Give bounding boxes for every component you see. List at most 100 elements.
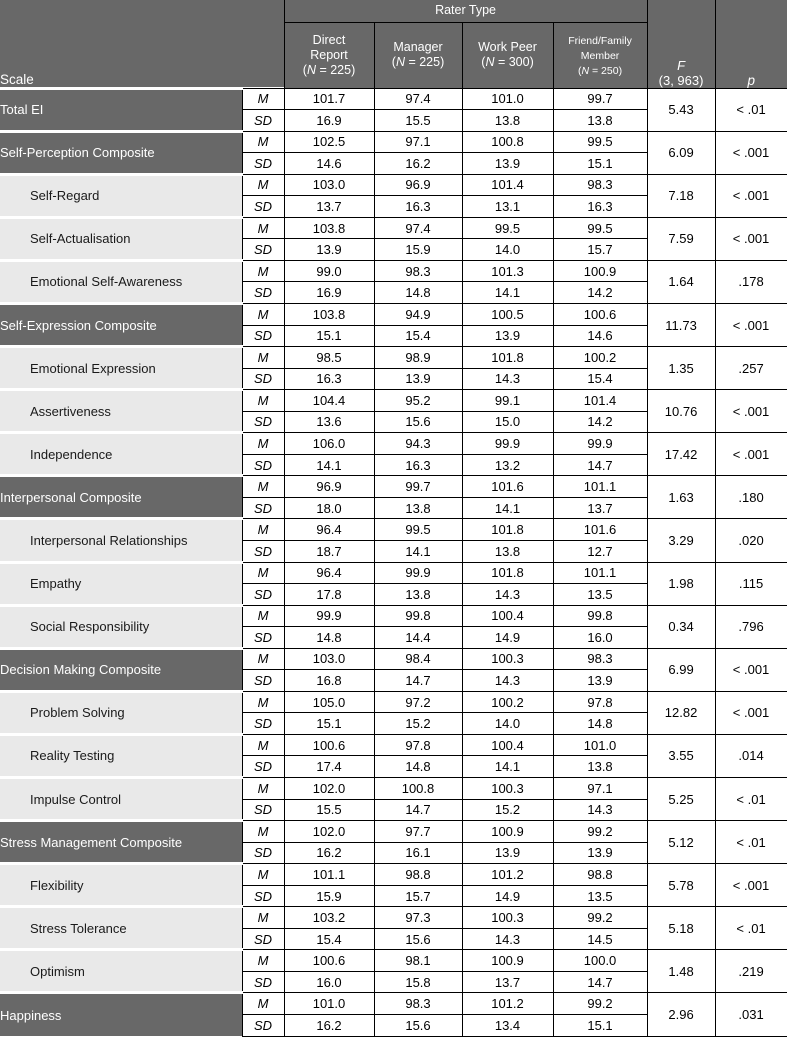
sd-value: 14.3 [461,367,554,391]
scale-row-sd: SD 15.1 15.2 14.0 14.8 [0,712,787,735]
mean-value: 99.5 [373,518,463,541]
mean-value: 94.3 [373,432,463,455]
scale-label: Self-Perception Composite [0,129,243,175]
p-value: < .01 [714,776,787,822]
stat-type-m: M [241,346,285,369]
rater-type-label: Rater Type [435,3,496,18]
f-value: 7.59 [646,216,716,261]
mean-value: 101.2 [461,863,554,886]
sd-value: 16.0 [283,970,375,994]
n-text: ( [391,55,396,69]
scale-row-m: Interpersonal Composite M 96.9 99.7 101.6 101… [0,474,787,520]
stat-type-m: M [241,432,285,455]
mean-value: 103.8 [283,302,375,326]
scale-row-sd: SD 15.4 15.6 14.3 14.5 [0,927,787,951]
p-value: .020 [714,518,787,563]
stat-type-sd: SD [241,927,285,951]
sd-value: 15.9 [373,238,463,261]
stat-type-sd: SD [241,1014,285,1037]
scale-label: Assertiveness [0,388,243,433]
rater-sample-size: (N = 300) [481,55,533,69]
scale-row-sd: SD 14.1 16.3 13.2 14.7 [0,453,787,477]
p-value: < .001 [714,216,787,261]
rater-name-line: Friend/Family [568,34,632,47]
p-value: .014 [714,733,787,779]
f-value: 5.12 [646,820,716,865]
mean-value: 98.8 [552,863,648,886]
scale-row-m: Self-Expression Composite M 103.8 94.9 100.5… [0,301,787,348]
mean-value: 97.1 [552,777,648,800]
sd-value: 16.2 [283,1014,375,1037]
sd-value: 18.7 [283,539,375,563]
mean-value: 97.4 [373,87,463,111]
stat-type-sd: SD [241,884,285,908]
scale-label: Reality Testing [0,732,243,778]
sd-value: 16.0 [552,626,648,649]
scale-row-sd: SD 16.9 14.8 14.1 14.2 [0,281,787,304]
scale-row-m: Self-Actualisation M 103.8 97.4 99.5 99.5 7.59… [0,215,787,261]
mean-value: 100.8 [373,777,463,800]
f-value: 11.73 [646,302,716,348]
f-value: 1.48 [646,949,716,994]
sd-value: 16.1 [373,841,463,865]
p-column-header: p [714,0,787,89]
sd-value: 13.8 [373,583,463,606]
scale-row-m: Social Responsibility M 99.9 99.8 100.4 99.8 0… [0,603,787,649]
p-value: .031 [714,992,787,1037]
mean-value: 97.8 [373,733,463,757]
sd-value: 15.5 [373,109,463,132]
sd-value: 13.9 [461,152,554,175]
sd-value: 14.3 [461,927,554,951]
mean-value: 95.2 [373,389,463,412]
p-value: < .001 [714,130,787,175]
scale-row-m: Stress Tolerance M 103.2 97.3 100.3 99.2 5.18 <… [0,905,787,951]
scale-row-m: Emotional Self-Awareness M 99.0 98.3 101.3 10… [0,258,787,304]
mean-value: 100.8 [461,130,554,154]
sd-value: 16.3 [373,195,463,218]
mean-value: 99.9 [373,561,463,585]
mean-value: 102.0 [283,820,375,843]
stat-type-m: M [241,561,285,585]
mean-value: 101.6 [552,518,648,541]
mean-value: 101.6 [461,475,554,498]
rater-name-line: Report [310,47,348,62]
scale-row-sd: SD 17.8 13.8 14.3 13.5 [0,583,787,606]
stat-type-m: M [241,389,285,412]
rater-type-header: Rater Type [283,0,648,23]
mean-value: 101.8 [461,561,554,585]
f-value: 7.18 [646,173,716,218]
sd-value: 14.5 [552,927,648,951]
sd-value: 18.0 [283,496,375,520]
mean-value: 100.4 [461,604,554,628]
sd-value: 14.8 [373,755,463,778]
table-body: Total EI M 101.7 97.4 101.0 99.7 5.43 < .01 SD 16… [0,86,787,1037]
mean-value: 100.5 [461,302,554,326]
sd-value: 14.8 [283,626,375,649]
mean-value: 100.9 [461,820,554,843]
p-value: < .001 [714,173,787,218]
stat-type-sd: SD [241,152,285,175]
rater-column-header: Friend/Family Member (N = 250) [552,21,648,89]
sd-value: 14.3 [552,798,648,822]
sd-value: 16.9 [283,281,375,304]
n-text: ( [577,64,582,77]
stat-type-m: M [241,949,285,972]
p-value: .178 [714,259,787,304]
scale-label: Decision Making Composite [0,646,243,692]
stat-type-sd: SD [241,281,285,304]
mean-value: 101.4 [461,173,554,197]
scale-row-m: Stress Management Composite M 102.0 97.7 100… [0,819,787,865]
mean-value: 99.7 [552,87,648,111]
sd-value: 14.1 [373,539,463,563]
scale-row-sd: SD 13.6 15.6 15.0 14.2 [0,410,787,434]
scale-label: Independence [0,431,243,476]
p-value: < .01 [714,820,787,865]
scale-label: Self-Actualisation [0,215,243,261]
mean-value: 99.2 [552,820,648,843]
scale-label: Social Responsibility [0,603,243,649]
stat-type-sd: SD [241,324,285,348]
sd-value: 13.9 [283,238,375,261]
mean-value: 96.4 [283,518,375,541]
scale-label: Stress Management Composite [0,819,243,864]
sd-value: 16.8 [283,669,375,692]
